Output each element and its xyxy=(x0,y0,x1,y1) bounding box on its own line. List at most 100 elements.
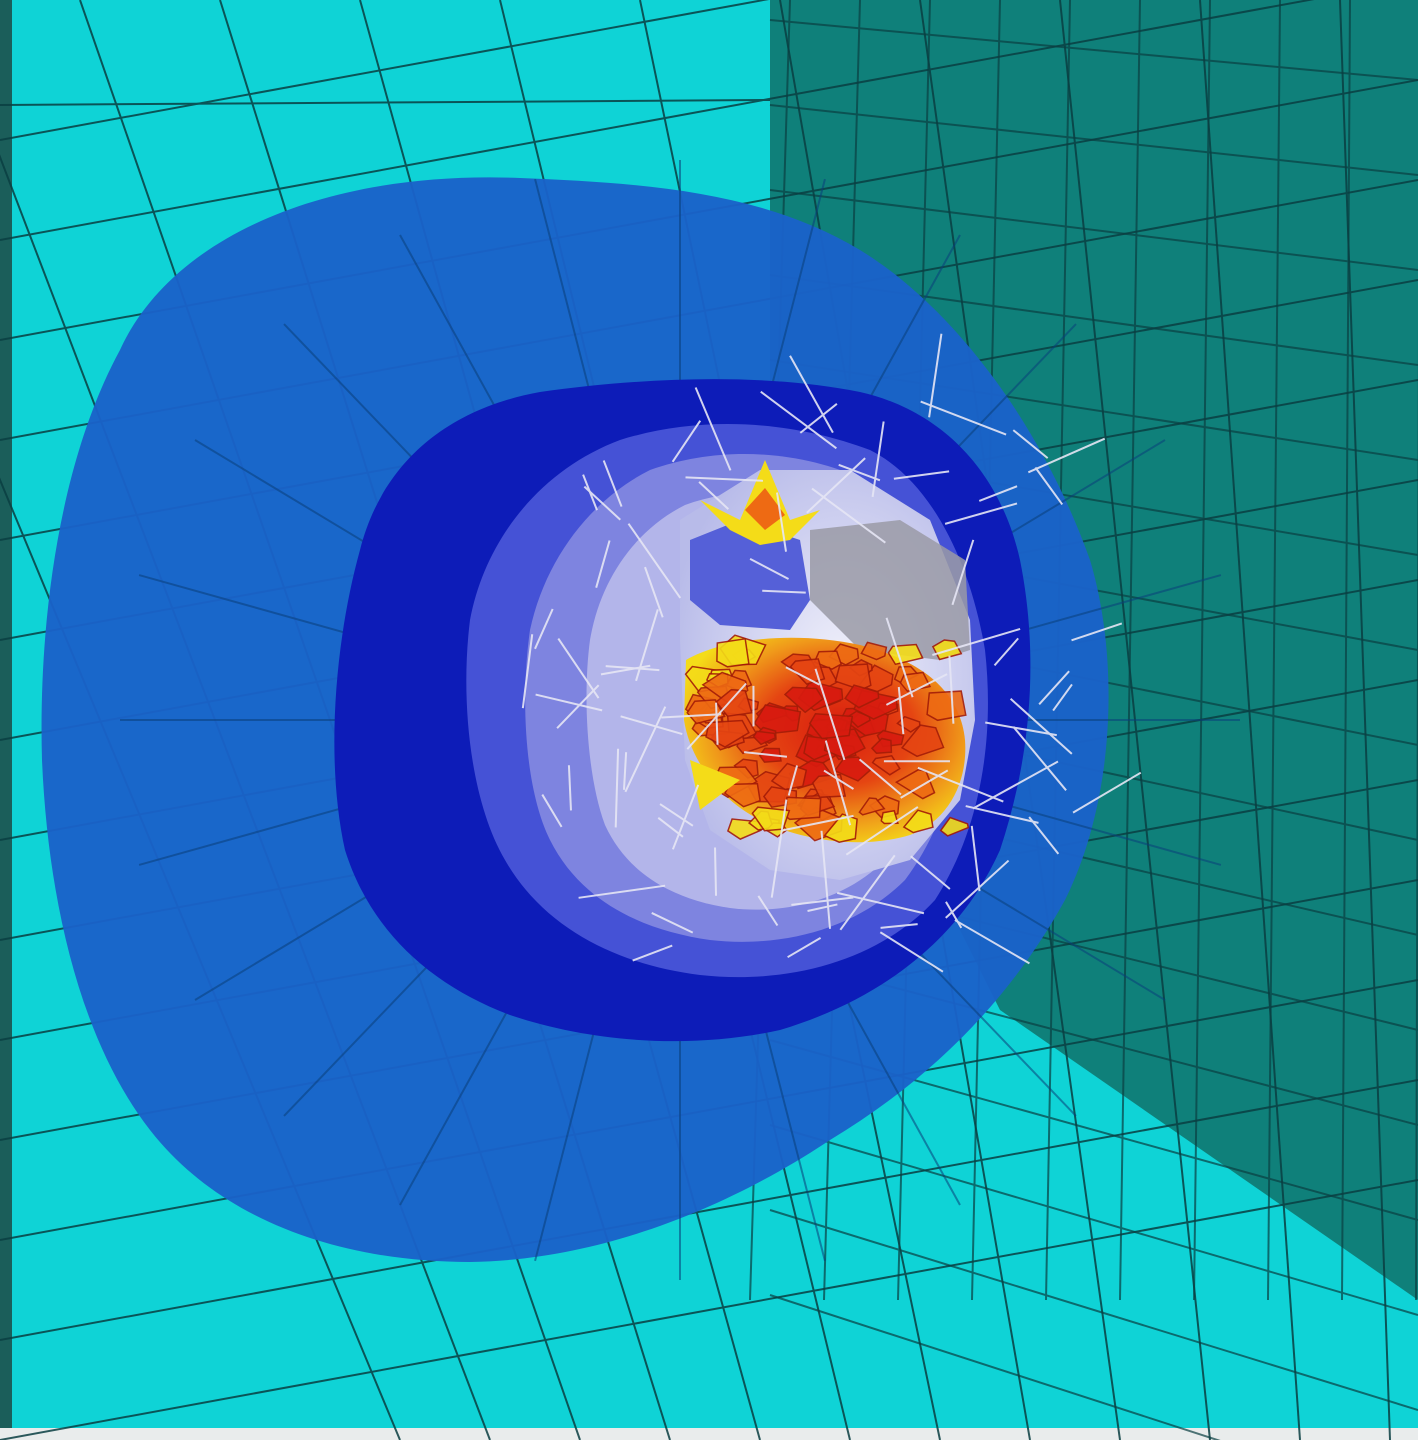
wireframe-edge xyxy=(951,539,975,606)
wireframe-edge xyxy=(632,944,673,962)
wireframe-edge xyxy=(776,492,787,552)
wireframe-edge xyxy=(602,460,623,507)
shell-mesh-line xyxy=(965,879,1166,1001)
wireframe-edge xyxy=(806,457,866,514)
shell-mesh-line xyxy=(764,178,826,412)
wall-grid-line xyxy=(1267,0,1281,1301)
wireframe-edge xyxy=(661,713,722,719)
hot-zone-cells xyxy=(684,634,970,843)
wireframe-edge xyxy=(1009,698,1073,755)
hot-cell xyxy=(808,713,854,740)
wireframe-edge xyxy=(972,760,1059,810)
wireframe-edge xyxy=(714,847,718,896)
wireframe-edge xyxy=(578,884,666,899)
wireframe-edge xyxy=(948,655,955,724)
shell-mesh-line xyxy=(844,996,961,1206)
shell-mesh-line xyxy=(194,439,395,561)
shell-mesh-line xyxy=(138,801,362,866)
wireframe-edge xyxy=(1072,771,1142,814)
shell-mesh-line xyxy=(399,996,516,1206)
shell-mesh-line xyxy=(998,801,1222,866)
wireframe-edge xyxy=(1012,726,1067,791)
wireframe-edge xyxy=(694,387,732,471)
wireframe-edge xyxy=(885,617,914,698)
wireframe-edge xyxy=(944,502,1018,525)
hot-spike-top-core xyxy=(745,488,785,530)
wall-grid-line xyxy=(1341,0,1351,1301)
wireframe-edge xyxy=(521,634,534,709)
wireframe-edge xyxy=(970,825,981,892)
wireframe-edge xyxy=(789,355,834,434)
wireframe-edge xyxy=(1012,429,1049,459)
wall-grid-line xyxy=(769,104,1418,176)
wireframe-edge xyxy=(897,686,905,735)
wireframe-edge xyxy=(917,766,1004,803)
hot-cell xyxy=(752,730,777,746)
wireframe-edge xyxy=(900,769,949,799)
wireframe-edge xyxy=(556,684,600,729)
wireframe-edge xyxy=(954,919,1030,965)
floor-grid-line xyxy=(0,1179,1418,1440)
wireframe-edge xyxy=(567,765,572,811)
wireframe-edge xyxy=(1052,683,1073,712)
floor-grid-line xyxy=(0,0,1315,241)
hot-cell xyxy=(783,686,824,714)
wireframe-edge xyxy=(620,715,683,736)
wireframe-edge xyxy=(644,566,664,618)
wireframe-edge xyxy=(1038,670,1070,705)
hot-spike-bottom xyxy=(690,760,740,810)
floor-grid-line xyxy=(1199,0,1301,1440)
wall-grid-line xyxy=(1193,0,1211,1301)
wall-grid-line xyxy=(769,189,1418,271)
wall-grid-line xyxy=(1415,324,1418,1301)
wireframe-edge xyxy=(858,758,902,796)
floor-grid-line xyxy=(0,99,771,106)
hot-cell xyxy=(860,641,888,661)
wireframe-edge xyxy=(824,740,852,826)
wireframe-edge xyxy=(845,806,919,856)
hot-cell xyxy=(939,816,970,837)
wireframe-edge xyxy=(627,523,682,599)
shell-mesh-line xyxy=(764,1028,826,1262)
wireframe-edge xyxy=(583,485,621,521)
wireframe-edge xyxy=(762,589,806,594)
wireframe-edge xyxy=(814,668,846,761)
shell-mesh-line xyxy=(138,574,362,639)
floor-grid-line xyxy=(0,0,770,141)
wireframe-edge xyxy=(671,784,700,850)
wireframe-edge xyxy=(879,931,944,973)
wall-grid-line xyxy=(769,1294,1221,1440)
wireframe-edge xyxy=(698,481,730,510)
wireframe-edge xyxy=(557,638,600,699)
wireframe-edge xyxy=(893,470,950,480)
hot-cell xyxy=(894,769,936,800)
wireframe-edge xyxy=(871,421,885,498)
hot-cell xyxy=(784,796,822,821)
wireframe-edge xyxy=(624,706,667,793)
wireframe-edge xyxy=(993,637,1019,667)
wireframe-edge xyxy=(932,628,1021,656)
wireframe-edge xyxy=(671,420,702,463)
wireframe-edge xyxy=(651,912,694,934)
hot-cell xyxy=(926,690,967,722)
wall-grid-line xyxy=(1119,0,1141,1301)
hot-cell xyxy=(880,809,899,825)
wireframe-edge xyxy=(534,608,554,650)
hot-cell xyxy=(902,809,934,834)
hot-cell xyxy=(858,797,886,816)
wireframe-edge xyxy=(635,609,659,682)
wall-grid-line xyxy=(769,19,1418,81)
wireframe-edge xyxy=(965,805,1039,824)
wireframe-edge xyxy=(1028,816,1060,855)
shell-mesh-line xyxy=(283,945,448,1117)
wireframe-edge xyxy=(820,830,831,929)
bottom-frame-edge xyxy=(0,1428,1418,1440)
wall-grid-line xyxy=(769,1124,1418,1316)
wireframe-edge xyxy=(614,748,620,828)
wireframe-edge xyxy=(749,557,790,580)
wireframe-edge xyxy=(978,485,1018,502)
wireframe-edge xyxy=(807,903,838,912)
shell-mesh-line xyxy=(534,178,596,412)
